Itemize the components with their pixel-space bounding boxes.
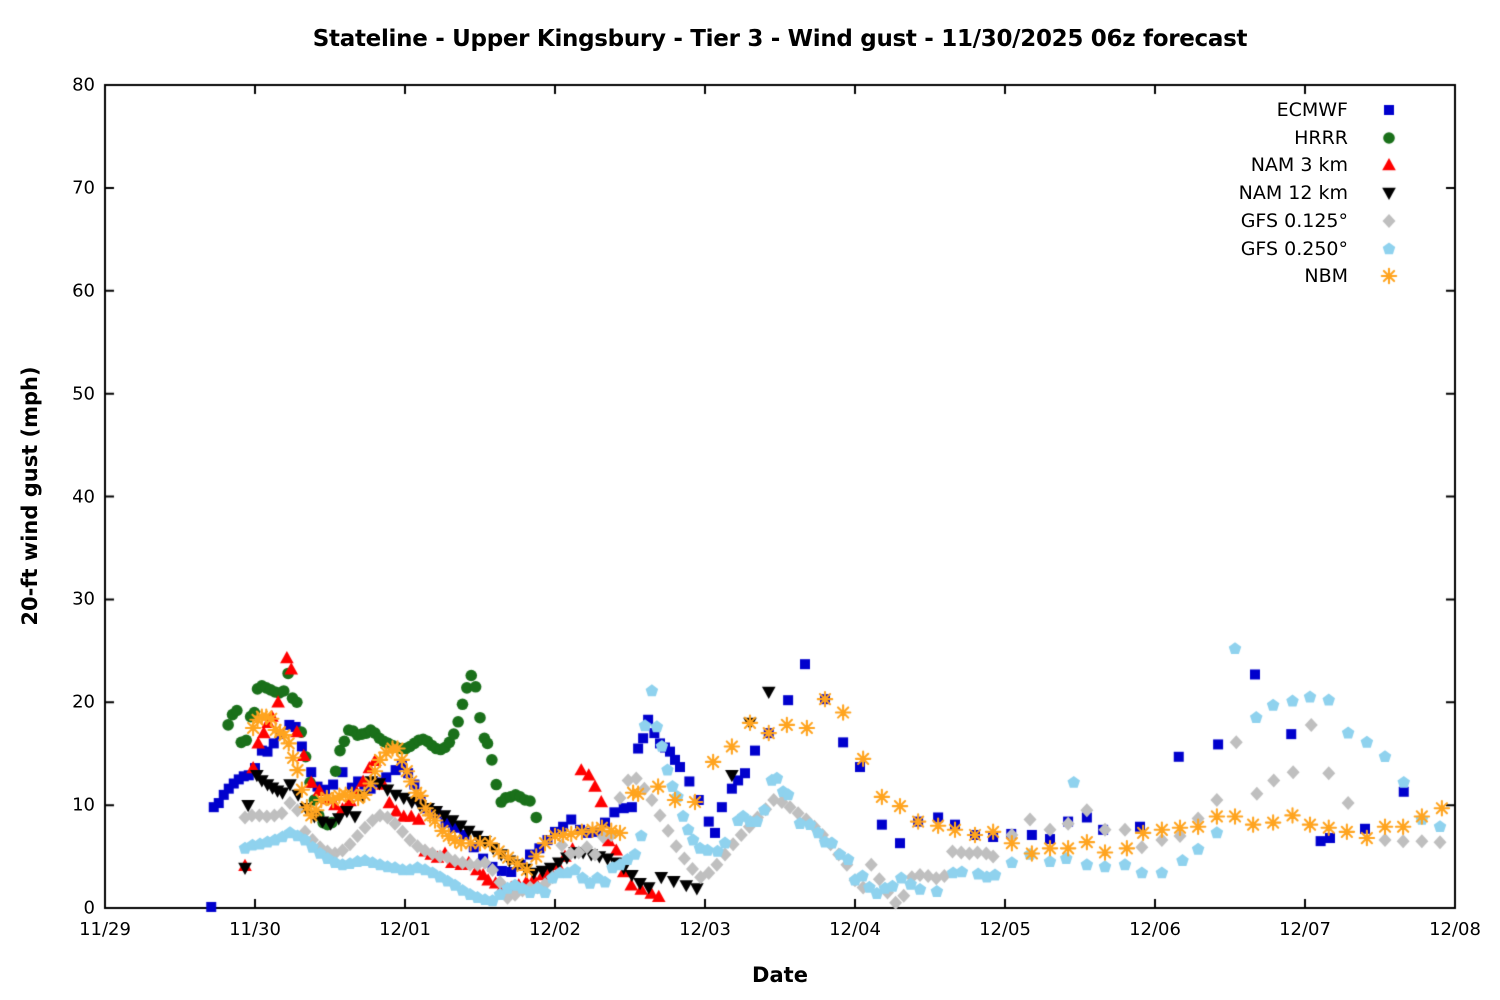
x-tick-label: 12/05 [979,919,1031,940]
x-tick-label: 11/30 [229,919,281,940]
x-tick-label: 12/01 [379,919,431,940]
nbm-marker-icon [1378,265,1400,288]
nam-12-km-marker-icon [1378,182,1400,205]
legend-label: GFS 0.250° [1240,237,1348,260]
legend-item-hrrr: HRRR [1294,124,1400,152]
legend-label: GFS 0.125° [1240,209,1348,232]
legend-label: NBM [1304,265,1348,288]
x-tick-label: 11/29 [79,919,131,940]
legend-label: HRRR [1294,126,1348,149]
x-tick-label: 12/04 [829,919,881,940]
x-tick-label: 12/08 [1429,919,1481,940]
y-tick-label: 60 [72,280,95,302]
ecmwf-marker-icon [1378,99,1400,121]
y-tick-label: 10 [72,794,95,816]
legend-label: NAM 12 km [1238,182,1348,205]
y-tick-label: 80 [72,74,95,96]
y-tick-label: 0 [83,897,95,919]
legend-label: ECMWF [1276,99,1348,121]
hrrr-marker-icon [1378,126,1400,149]
x-tick-label: 12/02 [529,919,581,940]
legend-item-nam-12-km: NAM 12 km [1239,179,1400,207]
gfs-0-250-marker-icon [1378,237,1400,260]
x-tick-label: 12/03 [679,919,731,940]
y-tick-label: 20 [72,691,95,713]
y-axis-label: 20-ft wind gust (mph) [18,366,42,626]
gfs-0-125-marker-icon [1378,209,1400,232]
legend-item-gfs-0-250: GFS 0.250° [1241,235,1400,263]
y-tick-label: 50 [72,383,95,405]
legend-item-nam-3-km: NAM 3 km [1251,151,1400,179]
y-tick-label: 30 [72,588,95,610]
y-tick-label: 70 [72,177,95,199]
y-tick-label: 40 [72,486,95,507]
legend-label: NAM 3 km [1250,154,1348,177]
x-tick-label: 12/07 [1279,919,1331,940]
nam-3-km-marker-icon [1378,154,1400,177]
chart-title: Stateline - Upper Kingsbury - Tier 3 - W… [312,26,1248,52]
legend-item-nbm: NBM [1304,262,1400,290]
x-axis-label: Date [752,963,808,987]
x-tick-label: 12/06 [1129,919,1181,940]
legend-item-ecmwf: ECMWF [1277,96,1400,124]
legend-item-gfs-0-125: GFS 0.125° [1241,207,1400,235]
